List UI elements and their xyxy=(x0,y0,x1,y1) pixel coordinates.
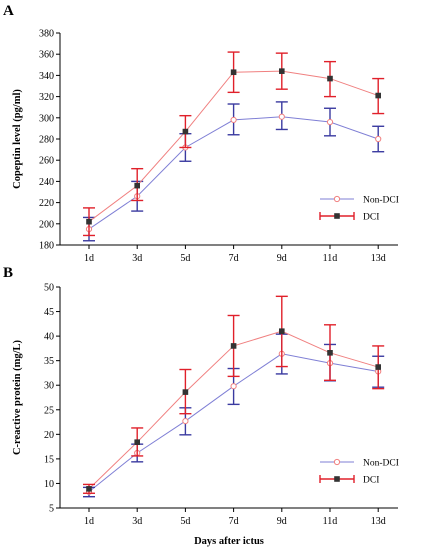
y-axis-title: Copeptin level (pg/ml) xyxy=(12,89,23,189)
legend-marker xyxy=(334,213,340,219)
legend-marker xyxy=(333,195,341,203)
data-point xyxy=(230,343,237,349)
x-tick-label: 11d xyxy=(323,516,338,527)
data-point xyxy=(134,439,140,445)
y-tick-label: 180 xyxy=(39,241,54,252)
data-point xyxy=(134,182,140,189)
x-axis-title: Days after ictus xyxy=(194,536,264,547)
y-tick-label: 45 xyxy=(44,307,54,318)
x-tick-label: 5d xyxy=(180,516,190,527)
data-point xyxy=(327,350,333,356)
data-point xyxy=(230,69,237,76)
data-point xyxy=(182,417,189,425)
data-point xyxy=(279,68,285,74)
y-tick-label: 5 xyxy=(49,504,54,515)
y-tick-label: 240 xyxy=(39,177,54,188)
data-point xyxy=(375,92,381,99)
legend-label: DCI xyxy=(363,476,379,486)
data-point xyxy=(86,218,92,225)
data-point xyxy=(86,486,92,492)
legend-label: Non-DCI xyxy=(363,459,399,469)
y-tick-label: 360 xyxy=(39,50,54,61)
y-tick-label: 30 xyxy=(44,381,54,392)
y-tick-label: 15 xyxy=(44,454,54,465)
y-tick-label: 200 xyxy=(39,219,54,230)
legend-label: DCI xyxy=(363,213,379,223)
x-tick-label: 1d xyxy=(84,253,94,264)
y-tick-label: 380 xyxy=(39,29,54,40)
x-tick-label: 13d xyxy=(371,516,386,527)
legend-entry: Non-DCI xyxy=(320,196,399,206)
data-point xyxy=(182,389,189,395)
x-tick-label: 3d xyxy=(132,253,142,264)
y-tick-label: 340 xyxy=(39,71,54,82)
data-point xyxy=(230,383,237,390)
legend-label: Non-DCI xyxy=(363,196,399,206)
legend-entry: DCI xyxy=(319,212,379,223)
x-tick-label: 7d xyxy=(229,253,239,264)
y-tick-label: 50 xyxy=(44,283,54,294)
data-point xyxy=(327,75,333,82)
y-tick-label: 10 xyxy=(44,479,54,490)
x-tick-label: 1d xyxy=(84,516,94,527)
y-tick-label: 220 xyxy=(39,198,54,209)
series-dci xyxy=(83,295,385,494)
data-point xyxy=(182,128,189,135)
data-point xyxy=(278,113,285,120)
y-tick-label: 300 xyxy=(39,113,54,124)
data-point xyxy=(230,116,237,124)
data-point xyxy=(375,135,382,143)
legend-entry: DCI xyxy=(319,475,379,486)
y-tick-label: 320 xyxy=(39,92,54,103)
y-tick-label: 35 xyxy=(44,356,54,367)
x-tick-label: 11d xyxy=(323,253,338,264)
panel-b: B 5 10 15 20 25 30 35 40 45 50 1d 3d 5d 7d 9d 11d 13d C-r… xyxy=(3,265,399,547)
legend-marker xyxy=(333,458,341,466)
x-tick-label: 3d xyxy=(132,516,142,527)
legend-entry: Non-DCI xyxy=(320,459,399,469)
data-point xyxy=(279,328,285,334)
x-tick-label: 9d xyxy=(277,253,287,264)
x-tick-label: 7d xyxy=(229,516,239,527)
data-point xyxy=(326,118,334,126)
x-tick-label: 13d xyxy=(371,253,386,264)
x-tick-label: 5d xyxy=(180,253,190,264)
panel-b-letter: B xyxy=(3,265,13,281)
series-non-dci xyxy=(83,101,385,242)
y-tick-label: 40 xyxy=(44,332,54,343)
y-tick-label: 260 xyxy=(39,156,54,167)
y-tick-label: 280 xyxy=(39,135,54,146)
panel-a-letter: A xyxy=(3,3,14,19)
y-tick-label: 25 xyxy=(44,405,54,416)
panel-a: A 180 200 220 240 260 280 300 320 340 360 380 1d 3d 5… xyxy=(3,3,399,264)
x-tick-label: 9d xyxy=(277,516,287,527)
y-tick-label: 20 xyxy=(44,430,54,441)
y-axis-title: C-reactive protein (mg/L) xyxy=(12,339,23,455)
series-dci xyxy=(83,51,385,237)
data-point xyxy=(375,364,381,370)
legend-marker xyxy=(334,476,340,482)
